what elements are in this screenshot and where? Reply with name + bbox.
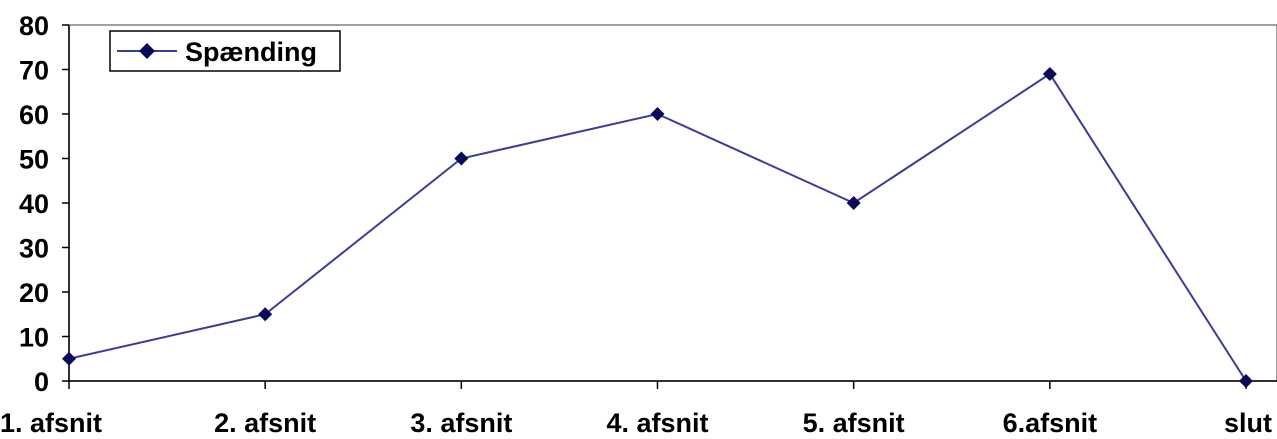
plot-area bbox=[68, 24, 1277, 382]
y-tick-label: 40 bbox=[19, 189, 49, 219]
x-tick-label: 5. afsnit bbox=[803, 408, 905, 438]
data-point-marker bbox=[1042, 66, 1057, 81]
data-point-marker bbox=[846, 196, 861, 210]
x-tick-label: 3. afsnit bbox=[410, 408, 512, 438]
y-tick-label: 20 bbox=[19, 278, 49, 308]
legend-label: Spænding bbox=[185, 37, 317, 67]
x-tick-label: 4. afsnit bbox=[606, 408, 708, 438]
y-axis: 0 10 20 30 40 50 60 70 80 bbox=[19, 11, 70, 397]
data-point-marker bbox=[650, 107, 665, 121]
x-axis: 1. afsnit 2. afsnit 3. afsnit 4. afsnit 5. a… bbox=[0, 380, 1277, 438]
x-tick-label: slut bbox=[1224, 408, 1272, 438]
y-tick-label: 50 bbox=[19, 145, 49, 175]
data-point-marker bbox=[62, 351, 76, 366]
y-tick-label: 60 bbox=[19, 100, 49, 130]
legend: Spænding bbox=[109, 30, 341, 72]
x-tick-label: 1. afsnit bbox=[0, 408, 102, 438]
legend-diamond-marker bbox=[139, 43, 155, 59]
data-point-marker bbox=[258, 307, 273, 322]
y-tick-label: 10 bbox=[19, 323, 49, 353]
y-tick-label: 70 bbox=[19, 56, 49, 86]
y-tick-label: 0 bbox=[34, 367, 49, 397]
data-point-marker bbox=[454, 151, 469, 166]
series-layer bbox=[62, 66, 1253, 388]
y-tick-label: 80 bbox=[19, 11, 49, 41]
data-point-marker bbox=[1239, 374, 1253, 388]
x-tick-label: 2. afsnit bbox=[214, 408, 316, 438]
y-tick-label: 30 bbox=[19, 234, 49, 264]
x-tick-label: 6.afsnit bbox=[1003, 408, 1098, 438]
